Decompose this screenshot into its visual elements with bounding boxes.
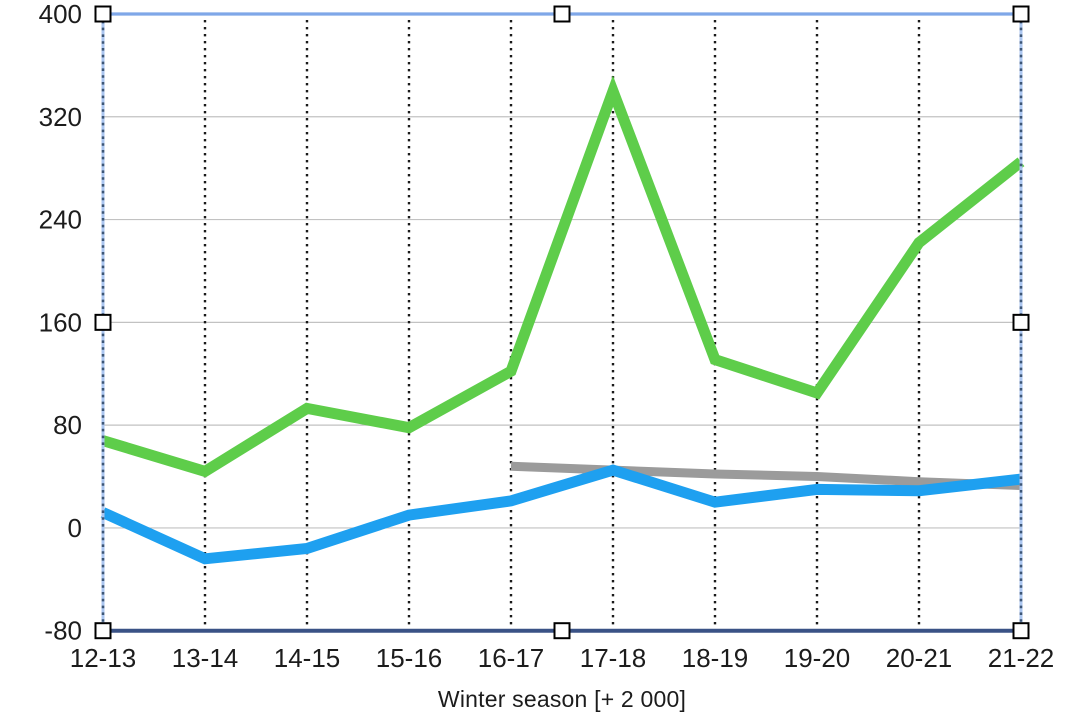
x-tick-label: 15-16 (376, 643, 443, 673)
selection-handle-middle-right[interactable] (1012, 313, 1030, 331)
x-tick-label: 14-15 (274, 643, 341, 673)
y-tick-label: 240 (39, 205, 82, 235)
selection-handle-top-right[interactable] (1012, 5, 1030, 23)
y-tick-label: 160 (39, 307, 82, 337)
selection-handle-bottom-middle[interactable] (553, 622, 571, 640)
x-tick-label: 19-20 (784, 643, 851, 673)
x-axis-title: Winter season [+ 2 000] (437, 686, 687, 712)
selection-handle-bottom-left[interactable] (94, 622, 112, 640)
x-tick-label: 17-18 (580, 643, 647, 673)
blue-series-line[interactable] (100, 464, 1022, 565)
y-tick-label: 80 (53, 410, 82, 440)
gray-series-line[interactable] (510, 461, 1022, 490)
x-tick-label: 13-14 (172, 643, 239, 673)
y-tick-label: 400 (39, 0, 82, 29)
selection-handle-middle-left[interactable] (94, 313, 112, 331)
x-tick-label: 20-21 (886, 643, 953, 673)
x-tick-label: 12-13 (70, 643, 137, 673)
y-tick-label: 320 (39, 102, 82, 132)
selection-handle-top-left[interactable] (94, 5, 112, 23)
selection-handle-top-middle[interactable] (553, 5, 571, 23)
selection-handle-bottom-right[interactable] (1012, 622, 1030, 640)
y-tick-label: -80 (44, 616, 82, 646)
x-tick-label: 18-19 (682, 643, 749, 673)
y-tick-label: 0 (68, 513, 82, 543)
green-series-line[interactable] (101, 75, 1025, 478)
x-tick-label: 21-22 (988, 643, 1055, 673)
x-tick-label: 16-17 (478, 643, 545, 673)
